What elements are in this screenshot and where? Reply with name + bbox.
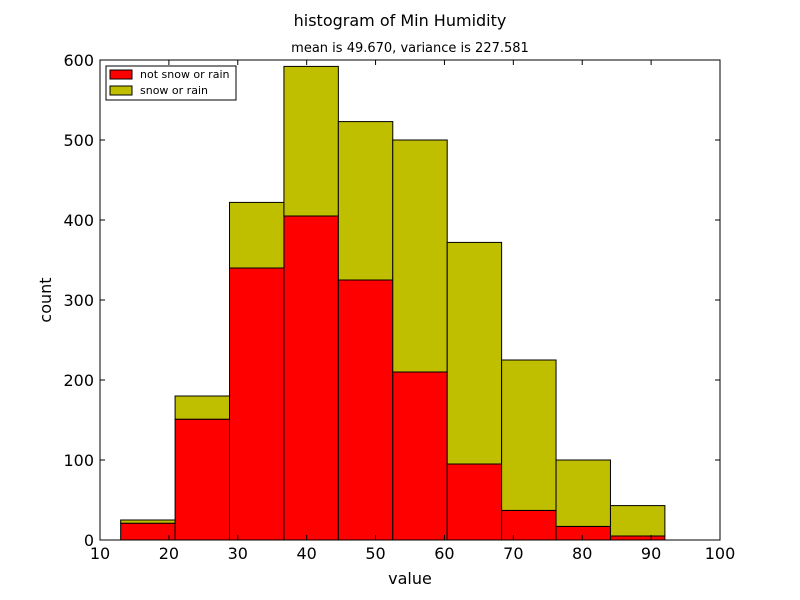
y-axis-label: count	[36, 277, 55, 322]
legend-swatch	[109, 69, 133, 80]
bar-series2-bin10	[609, 505, 666, 537]
bar-series1-bin6	[392, 371, 448, 541]
x-tick-label: 10	[90, 544, 110, 563]
bar-series1-bin4	[283, 215, 339, 541]
y-axis-ticks: 0 100 200 300 400 500 600	[63, 51, 720, 550]
x-tick-label: 40	[296, 544, 316, 563]
bar-series1-bin2	[174, 418, 231, 541]
bar-series2-bin2	[174, 395, 231, 420]
bar-series1-bin8	[501, 509, 557, 541]
y-tick-label: 500	[63, 131, 94, 150]
x-tick-label: 20	[159, 544, 179, 563]
legend-swatch	[109, 85, 133, 96]
x-tick-label: 60	[434, 544, 454, 563]
y-tick-label: 100	[63, 451, 94, 470]
legend-entry: snow or rain	[140, 84, 208, 97]
y-tick-label: 0	[84, 531, 94, 550]
bar-series1-bin9	[555, 525, 611, 541]
bar-series1-bin5	[337, 279, 394, 541]
bar-series1-bin10	[609, 535, 666, 541]
y-tick-label: 300	[63, 291, 94, 310]
bars-group	[120, 65, 666, 541]
bar-series2-bin9	[555, 459, 611, 527]
bar-series2-bin4	[283, 65, 339, 217]
bar-series1-bin1	[120, 522, 176, 541]
y-tick-label: 400	[63, 211, 94, 230]
x-tick-label: 50	[365, 544, 385, 563]
bar-series2-bin5	[337, 121, 394, 281]
x-tick-label: 100	[705, 544, 736, 563]
legend-entry: not snow or rain	[140, 68, 230, 81]
y-tick-label: 600	[63, 51, 94, 70]
bar-series2-bin1	[120, 519, 176, 524]
bar-series2-bin8	[501, 359, 557, 511]
chart-subtitle: mean is 49.670, variance is 227.581	[291, 41, 529, 56]
bar-series1-bin3	[229, 267, 285, 541]
y-tick-label: 200	[63, 371, 94, 390]
bar-series2-bin3	[229, 201, 285, 269]
x-tick-label: 70	[503, 544, 523, 563]
bar-series2-bin7	[446, 241, 503, 465]
x-axis-label: value	[388, 569, 432, 588]
x-tick-label: 30	[228, 544, 248, 563]
bar-series2-bin6	[392, 139, 448, 373]
chart-title: histogram of Min Humidity	[294, 11, 507, 30]
x-tick-label: 80	[572, 544, 592, 563]
x-tick-label: 90	[641, 544, 661, 563]
bar-series1-bin7	[446, 463, 503, 541]
x-axis-ticks: 10 20 30 40 50 60 70 80 90 100	[90, 60, 735, 563]
legend: not snow or rain snow or rain	[105, 65, 237, 101]
